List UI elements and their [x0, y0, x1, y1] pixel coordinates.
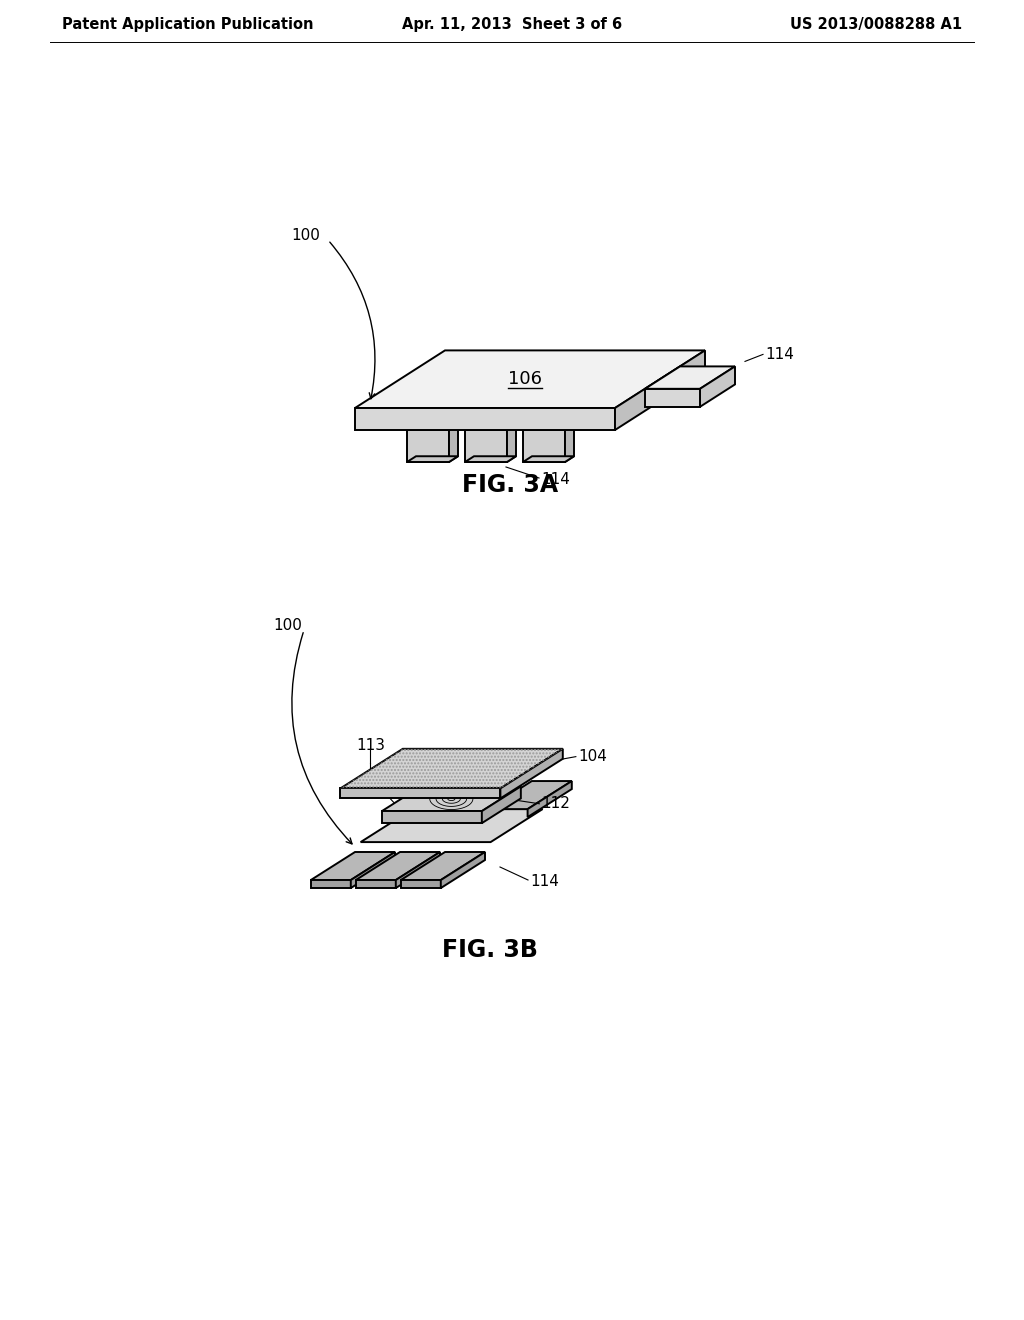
- Text: Apr. 11, 2013  Sheet 3 of 6: Apr. 11, 2013 Sheet 3 of 6: [402, 17, 622, 33]
- Text: FIG. 3B: FIG. 3B: [442, 939, 538, 962]
- Polygon shape: [449, 424, 458, 462]
- Polygon shape: [382, 787, 521, 810]
- Text: 112: 112: [542, 796, 570, 812]
- Polygon shape: [700, 367, 735, 407]
- Polygon shape: [355, 408, 615, 430]
- Polygon shape: [465, 424, 516, 430]
- Polygon shape: [523, 424, 574, 430]
- Text: 114: 114: [541, 473, 570, 487]
- Text: 102: 102: [373, 776, 401, 792]
- Polygon shape: [407, 424, 458, 430]
- Polygon shape: [507, 424, 516, 462]
- Polygon shape: [340, 788, 501, 799]
- Polygon shape: [501, 748, 563, 799]
- Polygon shape: [482, 787, 521, 824]
- Polygon shape: [311, 880, 351, 888]
- Polygon shape: [355, 851, 440, 880]
- Polygon shape: [311, 851, 395, 880]
- Polygon shape: [527, 781, 571, 817]
- Polygon shape: [360, 809, 543, 842]
- Polygon shape: [565, 424, 574, 462]
- Polygon shape: [440, 851, 485, 888]
- Text: 113: 113: [356, 738, 385, 752]
- Polygon shape: [523, 457, 574, 462]
- Polygon shape: [355, 880, 396, 888]
- Text: 100: 100: [273, 618, 302, 632]
- Text: 100: 100: [291, 227, 319, 243]
- Text: 114: 114: [765, 347, 794, 362]
- Polygon shape: [407, 430, 449, 462]
- Polygon shape: [400, 880, 440, 888]
- Polygon shape: [645, 367, 735, 389]
- Polygon shape: [340, 748, 563, 788]
- Polygon shape: [465, 430, 507, 462]
- Polygon shape: [400, 851, 485, 880]
- Polygon shape: [645, 389, 700, 407]
- Polygon shape: [615, 350, 705, 430]
- Text: 106: 106: [508, 370, 542, 388]
- Polygon shape: [432, 781, 517, 809]
- Polygon shape: [407, 457, 458, 462]
- Text: US 2013/0088288 A1: US 2013/0088288 A1: [790, 17, 962, 33]
- Text: 104: 104: [578, 750, 606, 764]
- Polygon shape: [351, 851, 395, 888]
- Polygon shape: [382, 810, 482, 824]
- Polygon shape: [487, 781, 571, 809]
- Polygon shape: [396, 851, 440, 888]
- Text: 114: 114: [530, 874, 559, 890]
- Polygon shape: [523, 430, 565, 462]
- Text: FIG. 3A: FIG. 3A: [462, 473, 558, 498]
- Polygon shape: [473, 781, 517, 817]
- Text: Patent Application Publication: Patent Application Publication: [62, 17, 313, 33]
- Polygon shape: [465, 457, 516, 462]
- Polygon shape: [355, 350, 705, 408]
